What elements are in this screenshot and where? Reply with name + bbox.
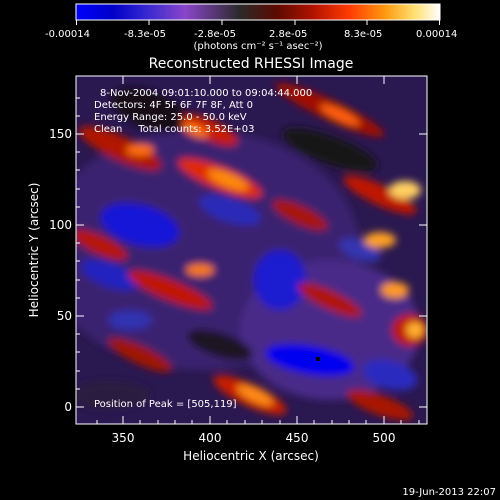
colorbar-tick-label-1: -8.3e-05 (124, 29, 166, 40)
y-tick-label-0: 0 (64, 400, 72, 414)
y-tick-label-100: 100 (49, 218, 72, 232)
x-tick-label-450: 450 (286, 431, 309, 445)
colorbar-gradient (75, 3, 441, 21)
x-axis-label: Heliocentric X (arcsec) (183, 449, 319, 463)
y-tick-label-150: 150 (49, 127, 72, 141)
y-tick-label-50: 50 (57, 309, 72, 323)
info-detectors: Detectors: 4F 5F 6F 7F 8F, Att 0 (94, 100, 253, 111)
y-axis-label: Heliocentric Y (arcsec) (27, 183, 41, 318)
colorbar-tick-label-2: -2.8e-05 (194, 29, 236, 40)
peak-position-label: Position of Peak = [505,119] (94, 399, 237, 410)
colorbar-tick-label-3: 2.8e-05 (269, 29, 307, 40)
colorbar-ticks (76, 20, 440, 25)
colorbar-tick-label-5: 0.00014 (416, 29, 457, 40)
info-time-range: 8-Nov-2004 09:01:10.000 to 09:04:44.000 (100, 88, 312, 99)
x-tick-label-350: 350 (112, 431, 135, 445)
footer-timestamp: 19-Jun-2013 22:07 (402, 487, 496, 498)
colorbar: -0.00014 -8.3e-05 -2.8e-05 2.8e-05 8.3e-… (45, 3, 457, 52)
image-area (76, 76, 427, 424)
x-tick-label-400: 400 (199, 431, 222, 445)
peak-marker (316, 357, 320, 361)
x-tick-label-500: 500 (373, 431, 396, 445)
y-axis-ticks (76, 97, 427, 408)
colorbar-tick-label-0: -0.00014 (45, 29, 90, 40)
plot-title: Reconstructed RHESSI Image (149, 56, 354, 72)
colorbar-tick-label-4: 8.3e-05 (344, 29, 382, 40)
emission-map (76, 83, 427, 421)
plot-frame (75, 75, 428, 425)
colorbar-units-label: (photons cm⁻² s⁻¹ asec⁻²) (193, 41, 322, 52)
x-axis-ticks (96, 76, 420, 424)
info-clean-counts: Clean Total counts: 3.52E+03 (94, 124, 254, 135)
info-energy-range: Energy Range: 25.0 - 50.0 keV (94, 112, 247, 123)
